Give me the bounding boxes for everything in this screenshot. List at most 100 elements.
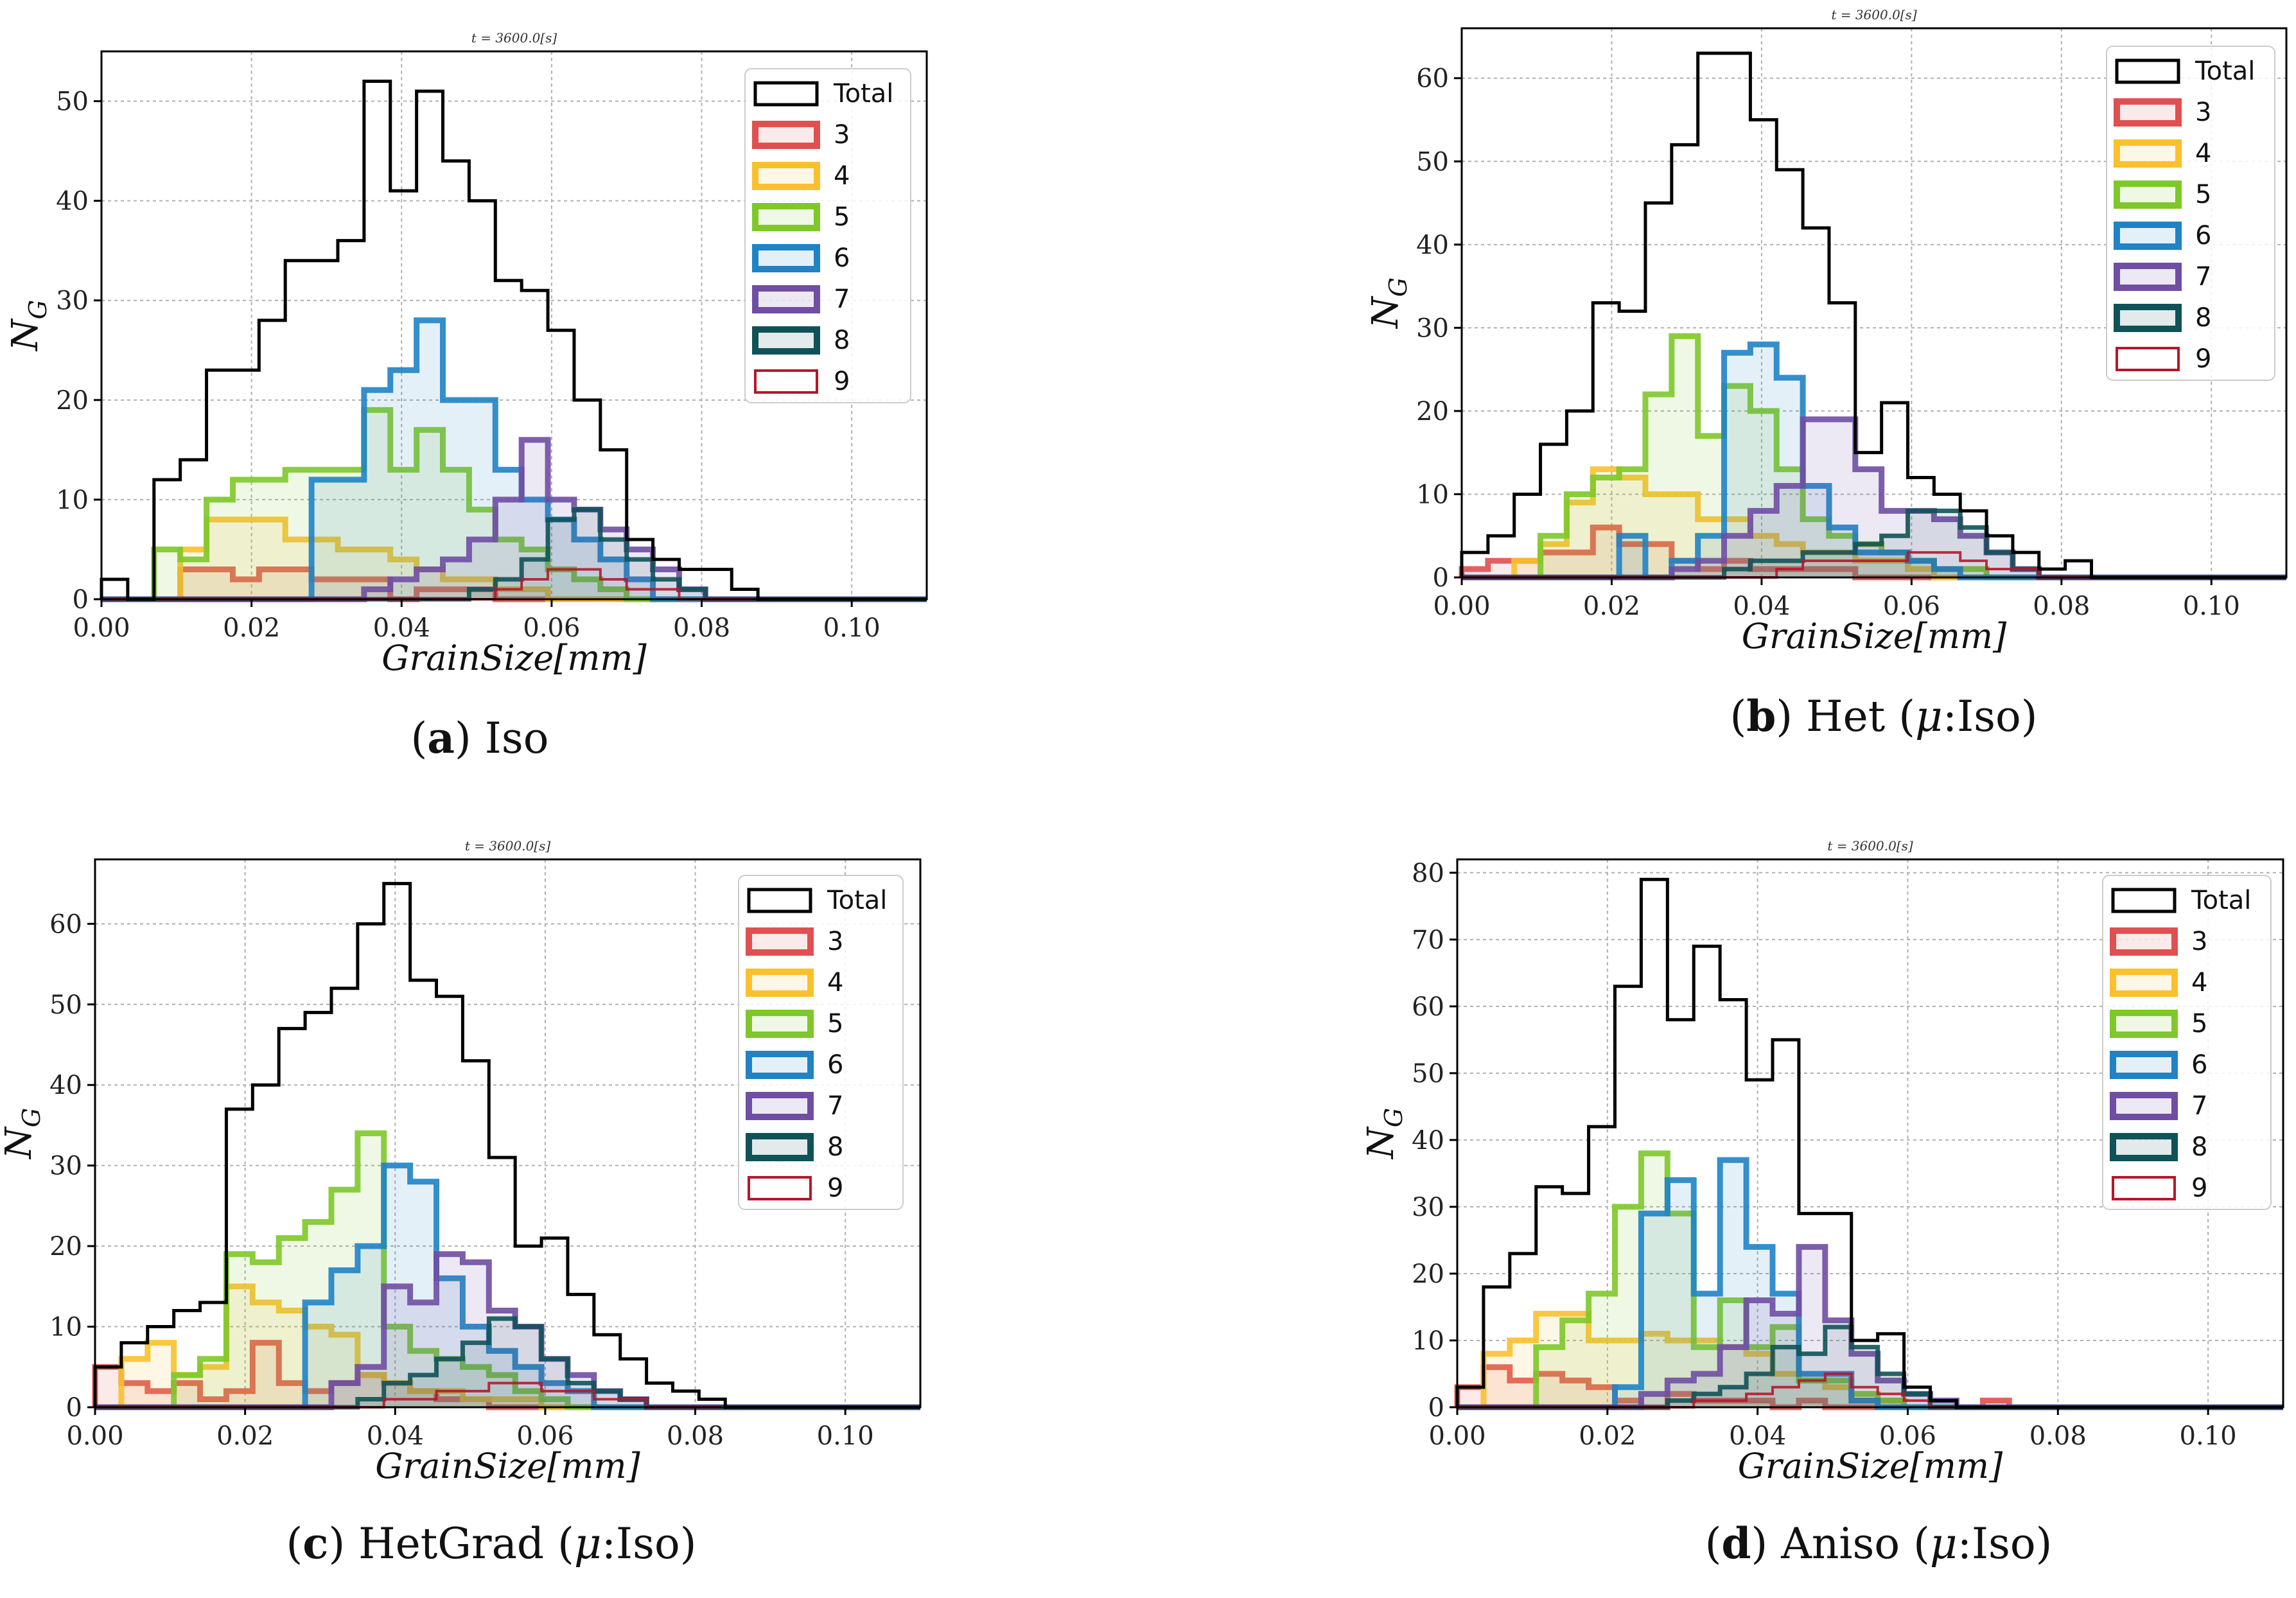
x-axis-label: GrainSize[mm] [381,638,647,678]
x-tick-label: 0.06 [1883,592,1940,621]
histogram-plot: 0.00 0.02 0.04 0.06 0.08 0.10 0 10 20 30 40 50 60 t =… [0,838,922,1486]
bar-Total-21 [647,1383,673,1407]
plot-frame [100,50,928,601]
series-Total-step [100,80,927,601]
mu-symbol: μ [1929,1519,1958,1568]
legend-swatch-7 [2114,263,2182,291]
legend-swatch-4 [746,969,814,997]
plot-frame [1456,858,2284,1409]
y-tick-label: 40 [1416,231,1449,260]
series-group [1459,51,2286,581]
x-tick-label: 0.10 [817,1421,874,1451]
y-tick-label: 60 [49,909,82,939]
legend-swatch-5 [2110,1010,2178,1038]
legend-swatch-3 [746,927,814,956]
y-axis-label: NG [4,300,52,352]
legend-label-8: 8 [2195,303,2211,333]
y-tick-label: 10 [1412,1326,1444,1356]
x-tick-label: 0.10 [823,613,881,643]
histogram-panel-c: 0.00 0.02 0.04 0.06 0.08 0.10 0 10 20 30 40 50 60 t =… [0,799,1150,1598]
x-tick-label: 0.06 [523,613,580,643]
legend-swatch-4 [2110,969,2178,997]
x-tick-label: 0.00 [73,613,130,643]
x-tick-label: 0.08 [667,1421,724,1451]
legend-swatch-6 [2114,222,2182,250]
legend-swatch-7 [2110,1092,2178,1120]
legend-swatch-4 [752,162,820,190]
x-tick-label: 0.10 [2180,1421,2237,1451]
y-tick-label: 50 [49,990,82,1020]
legend-label-5: 5 [2195,180,2211,209]
x-tick-label: 0.06 [516,1421,574,1451]
y-axis-label: NG [1365,277,1412,329]
legend-label-Total: Total [2195,57,2255,86]
legend-swatch-9 [754,369,818,394]
chart-title: t = 3600.0[s] [1827,838,1913,854]
mu-symbol: μ [574,1519,602,1568]
y-tick-label: 40 [56,187,89,216]
x-tick-label: 0.02 [223,613,280,643]
y-tick-label: 40 [49,1071,82,1100]
x-tick-label: 0.02 [1579,1421,1636,1451]
legend-swatch-8 [746,1133,814,1161]
legend-label-3: 3 [834,120,850,150]
chart-title: t = 3600.0[s] [471,30,557,46]
legend-box [744,68,911,403]
caption-label: b [1746,691,1776,741]
y-axis-label: NG [1360,1108,1408,1160]
x-tick-label: 0.10 [2183,592,2240,621]
plot-frame [1460,27,2288,579]
y-tick-label: 50 [1412,1059,1444,1089]
x-tick-label: 0.04 [367,1421,424,1451]
legend-label-4: 4 [2191,968,2207,997]
legend-label-6: 6 [827,1050,843,1080]
legend-label-6: 6 [2191,1050,2207,1080]
legend-label-4: 4 [2195,139,2211,168]
legend-box [738,875,904,1210]
legend-label-6: 6 [2195,221,2211,250]
legend-swatch-6 [746,1051,814,1079]
legend-label-3: 3 [2191,927,2207,956]
y-tick-label: 20 [1412,1260,1444,1289]
legend-swatch-Total [2115,58,2180,84]
x-tick-label: 0.08 [2033,592,2090,621]
y-tick-label: 0 [1428,1393,1444,1423]
y-tick-label: 20 [49,1232,82,1261]
legend-swatch-Total [747,888,812,913]
histogram-panel-d: 0.00 0.02 0.04 0.06 0.08 0.10 0 10 20 30 40 50 60 70 8… [1150,799,2296,1598]
y-tick-label: 0 [66,1393,82,1423]
legend-label-7: 7 [827,1091,843,1121]
y-tick-label: 50 [1416,147,1449,177]
caption-label: a [427,713,455,763]
y-tick-label: 0 [73,585,89,615]
series-Total-step [1455,877,2283,1409]
legend-swatch-8 [752,326,820,355]
x-tick-label: 0.06 [1879,1421,1936,1451]
legend-swatch-8 [2114,304,2182,332]
x-tick-label: 0.02 [216,1421,274,1451]
legend-label-7: 7 [2195,262,2211,292]
y-tick-label: 0 [1433,563,1449,593]
legend-swatch-6 [752,244,820,272]
legend-label-8: 8 [2191,1132,2207,1162]
legend-label-5: 5 [834,202,850,232]
legend-label-7: 7 [834,285,850,314]
legend-label-5: 5 [827,1009,843,1039]
legend-swatch-Total [753,81,819,107]
legend-swatch-8 [2110,1133,2178,1161]
y-tick-label: 30 [56,286,89,316]
y-tick-label: 60 [1412,992,1444,1022]
legend-label-9: 9 [2191,1173,2207,1203]
x-tick-label: 0.00 [66,1421,123,1451]
legend-label-5: 5 [2191,1009,2207,1039]
series-Total-step [93,882,920,1409]
legend-swatch-5 [746,1010,814,1038]
y-tick-label: 30 [1412,1193,1444,1222]
caption: (b) Het (μ:Iso) [1730,691,2038,741]
histogram-plot: 0.00 0.02 0.04 0.06 0.08 0.10 0 10 20 30 40 50 t = 3… [4,30,928,678]
series-5-step [1462,333,2286,581]
caption-label: c [302,1518,329,1568]
x-tick-label: 0.02 [1583,592,1640,621]
x-tick-label: 0.00 [1428,1421,1485,1451]
legend-swatch-9 [748,1176,812,1200]
